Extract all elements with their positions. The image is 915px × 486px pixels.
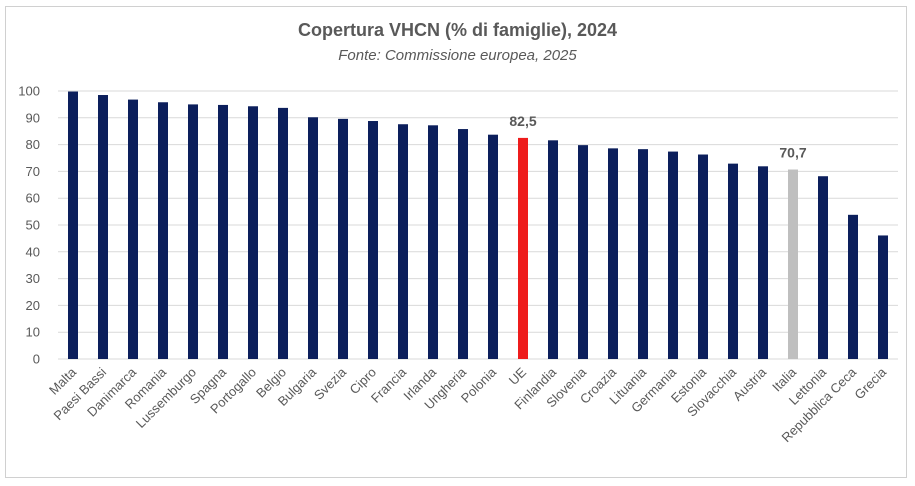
bars xyxy=(68,91,888,360)
bar-germania xyxy=(668,151,678,359)
bar-malta xyxy=(68,91,78,359)
bar-ue xyxy=(518,137,528,359)
x-tick-label: UE xyxy=(506,364,530,388)
y-tick-label: 80 xyxy=(26,137,40,152)
bar-italia xyxy=(788,169,798,359)
bar-lituania xyxy=(638,149,648,359)
bar-romania xyxy=(158,102,168,360)
bar-cipro xyxy=(368,121,378,360)
bar-portogallo xyxy=(248,106,258,359)
chart-frame xyxy=(5,6,907,478)
bar-belgio xyxy=(278,107,288,359)
bar-paesi-bassi xyxy=(98,95,108,360)
bar-croazia xyxy=(608,148,618,359)
bar-slovacchia xyxy=(728,163,738,359)
chart-subtitle: Fonte: Commissione europea, 2025 xyxy=(338,47,577,64)
y-tick-label: 90 xyxy=(26,110,40,125)
y-tick-label: 100 xyxy=(18,84,40,99)
bar-repubblica-ceca xyxy=(848,214,858,359)
bar-finlandia xyxy=(548,140,558,359)
bar-grecia xyxy=(878,235,888,359)
y-tick-label: 50 xyxy=(26,218,40,233)
bar-polonia xyxy=(488,134,498,359)
bar-francia xyxy=(398,124,408,360)
bar-lettonia xyxy=(818,176,828,359)
bar-spagna xyxy=(218,104,228,359)
y-tick-label: 70 xyxy=(26,164,40,179)
data-label: 82,5 xyxy=(509,113,536,129)
y-tick-label: 20 xyxy=(26,298,40,313)
y-tick-label: 0 xyxy=(33,352,40,367)
bar-irlanda xyxy=(428,125,438,359)
y-tick-label: 10 xyxy=(26,325,40,340)
bar-estonia xyxy=(698,154,708,359)
bar-lussemburgo xyxy=(188,104,198,360)
bar-slovenia xyxy=(578,145,588,359)
y-tick-label: 30 xyxy=(26,271,40,286)
bar-austria xyxy=(758,166,768,359)
data-label: 70,7 xyxy=(779,145,806,161)
y-tick-label: 40 xyxy=(26,244,40,259)
bar-danimarca xyxy=(128,99,138,360)
x-tick-label: Svezia xyxy=(311,364,350,403)
y-axis: 0 10 20 30 40 50 60 70 80 90 100 xyxy=(18,84,40,367)
bar-bulgaria xyxy=(308,117,318,359)
gridlines xyxy=(58,90,898,360)
bar-ungheria xyxy=(458,129,468,359)
x-tick-label: Grecia xyxy=(851,364,889,402)
data-labels: 82,5 70,7 xyxy=(509,113,806,161)
y-tick-label: 60 xyxy=(26,191,40,206)
bar-svezia xyxy=(338,118,348,359)
chart-title: Copertura VHCN (% di famiglie), 2024 xyxy=(297,20,618,40)
x-tick-label: Austria xyxy=(730,364,770,404)
